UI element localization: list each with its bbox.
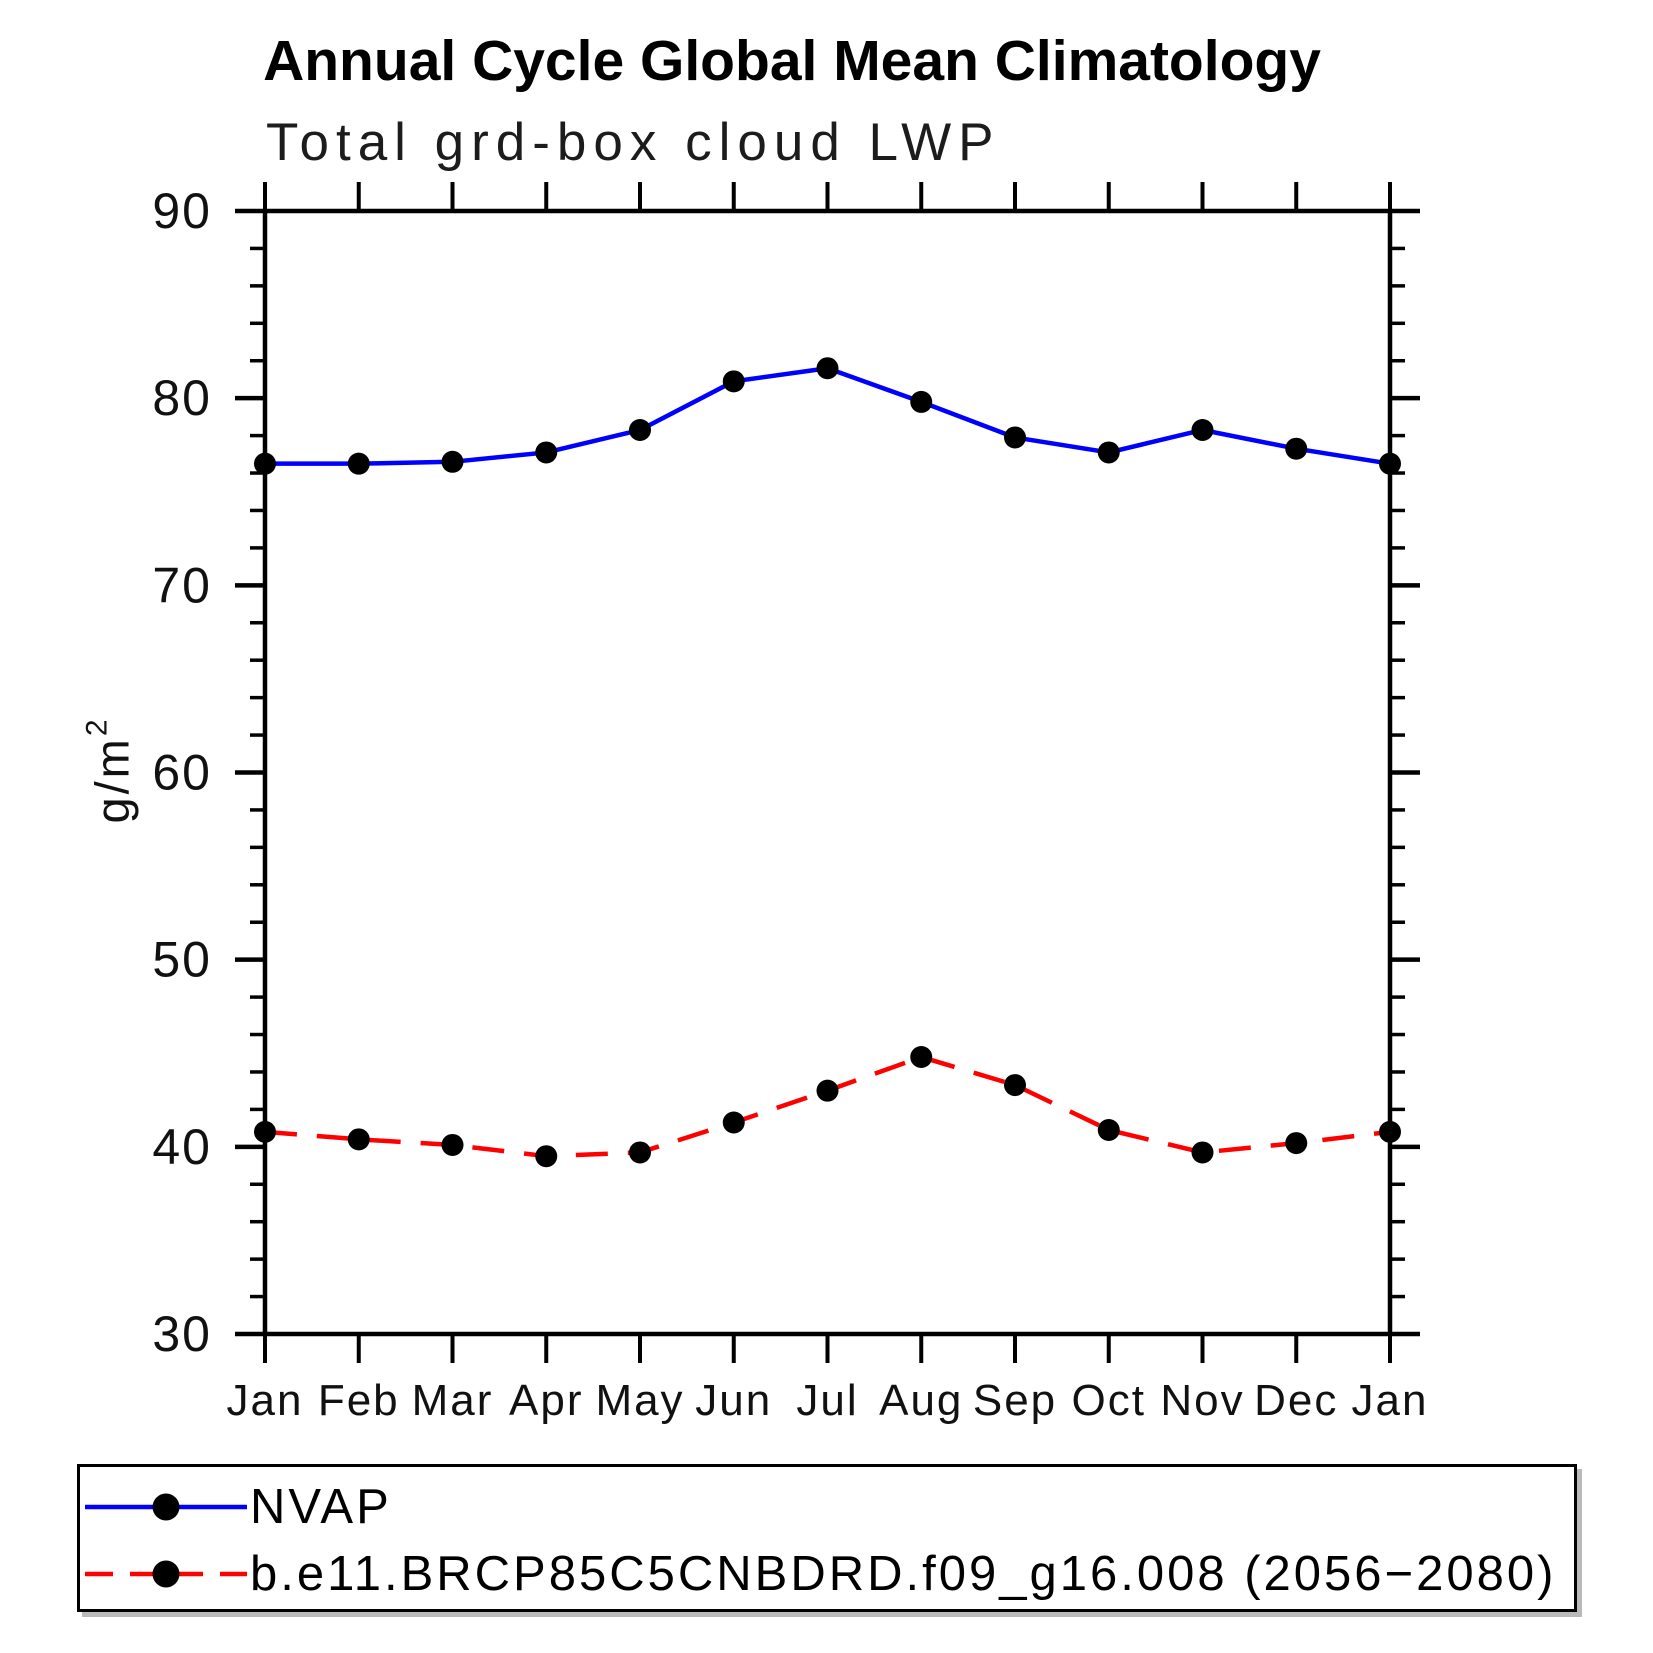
data-point-marker xyxy=(1004,426,1026,449)
legend-label-nvap: NVAP xyxy=(250,1480,392,1534)
x-tick-label: Oct xyxy=(1072,1376,1146,1425)
x-tick-label: Apr xyxy=(509,1376,583,1425)
x-tick-label: Jul xyxy=(796,1376,858,1425)
y-tick-label: 90 xyxy=(152,183,212,239)
data-point-marker xyxy=(722,370,745,393)
data-point-marker xyxy=(535,1145,558,1168)
series-line xyxy=(265,365,1391,466)
x-tick-label: Dec xyxy=(1254,1376,1338,1425)
legend-label-model: b.e11.BRCP85C5CNBDRD.f09_g16.008 (2056−2… xyxy=(250,1547,1557,1601)
legend-line-sample-model xyxy=(85,1560,247,1588)
y-tick-label: 70 xyxy=(152,557,212,613)
data-point-marker xyxy=(1004,1074,1026,1097)
data-point-marker xyxy=(254,452,276,475)
series-line xyxy=(264,1054,1391,1159)
y-tick-label: 30 xyxy=(152,1306,212,1362)
legend-entry-nvap: NVAP xyxy=(80,1480,392,1534)
data-point-marker xyxy=(1191,418,1214,441)
data-point-marker xyxy=(1097,441,1120,464)
x-tick-label: Jun xyxy=(695,1376,772,1425)
data-point-marker xyxy=(1191,1141,1214,1164)
x-tick-label: Jan xyxy=(227,1376,304,1425)
legend-entry-model: b.e11.BRCP85C5CNBDRD.f09_g16.008 (2056−2… xyxy=(80,1547,1557,1601)
legend-line-sample-nvap xyxy=(85,1493,247,1521)
x-tick-label: Feb xyxy=(318,1376,400,1425)
plot-frame xyxy=(262,208,1393,1337)
y-tick-label: 40 xyxy=(152,1119,212,1175)
series-model xyxy=(254,1045,1401,1168)
data-point-marker xyxy=(254,1120,276,1143)
data-point-marker xyxy=(1285,1132,1308,1155)
data-point-marker xyxy=(441,1133,464,1156)
data-point-marker xyxy=(347,1128,370,1151)
data-point-marker xyxy=(1379,452,1401,475)
data-point-marker xyxy=(910,390,933,413)
data-point-marker xyxy=(347,452,370,475)
axes: 30 40 50 60 70 80 90 Jan Feb Mar Apr May Jun Jul Aug Se… xyxy=(152,182,1429,1425)
x-tick-label: Jan xyxy=(1352,1376,1429,1425)
data-point-marker xyxy=(1379,1120,1401,1143)
chart-subtitle: Total grd-box cloud LWP xyxy=(266,113,1001,172)
x-tick-label: Aug xyxy=(879,1376,963,1425)
data-point-marker xyxy=(535,441,558,464)
y-tick-label: 80 xyxy=(152,370,212,426)
data-point-marker xyxy=(441,450,464,473)
y-tick-label: 60 xyxy=(152,745,212,801)
data-point-marker xyxy=(722,1111,745,1134)
legend-marker-nvap xyxy=(152,1493,180,1521)
x-tick-label: May xyxy=(595,1376,684,1425)
series-nvap xyxy=(254,357,1401,475)
y-tick-label: 50 xyxy=(152,932,212,988)
data-point-marker xyxy=(629,418,651,441)
legend-box: NVAP b.e11.BRCP85C5CNBDRD.f09_g16.008 (2… xyxy=(77,1464,1577,1612)
data-point-marker xyxy=(1285,437,1308,460)
x-tick-label: Mar xyxy=(412,1376,494,1425)
data-point-marker xyxy=(816,1079,839,1102)
x-tick-label: Sep xyxy=(973,1376,1057,1425)
chart-title: Annual Cycle Global Mean Climatology xyxy=(263,29,1321,93)
data-point-marker xyxy=(910,1045,933,1068)
data-point-marker xyxy=(816,357,839,380)
data-point-marker xyxy=(1097,1118,1120,1141)
data-point-marker xyxy=(629,1141,651,1164)
legend-marker-model xyxy=(152,1560,180,1588)
x-tick-label: Nov xyxy=(1160,1376,1244,1425)
